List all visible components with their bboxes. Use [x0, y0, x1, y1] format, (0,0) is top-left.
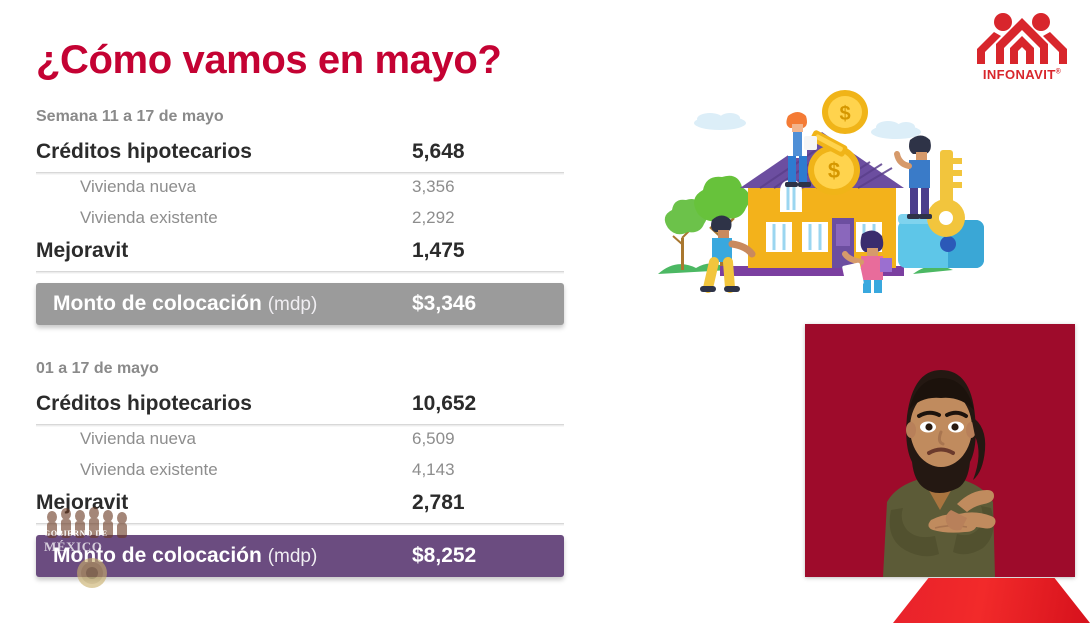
person-walking-left	[700, 215, 756, 293]
sign-language-interpreter-video[interactable]	[805, 324, 1075, 577]
row-label: Vivienda nueva	[80, 177, 196, 196]
row-value: 5,648	[412, 140, 465, 163]
person-on-roof	[785, 112, 817, 187]
house-base	[720, 266, 904, 276]
infonavit-wordmark: INFONAVIT®	[968, 67, 1076, 82]
metrics-table-month: Créditos hipotecarios 10,652 Vivienda nu…	[36, 392, 564, 577]
red-corner-graphic	[893, 578, 1090, 623]
row-label: Mejoravit	[36, 239, 129, 262]
row-separator	[36, 424, 564, 427]
coin-icon: $	[822, 90, 868, 134]
small-box	[880, 258, 892, 272]
report-block-week: Semana 11 a 17 de mayo Créditos hipoteca…	[36, 108, 564, 325]
period-label-month: 01 a 17 de mayo	[36, 360, 159, 377]
hand-right	[945, 490, 996, 531]
svg-text:$: $	[828, 158, 840, 183]
period-label-week: Semana 11 a 17 de mayo	[36, 108, 224, 125]
coin-icon	[810, 130, 848, 157]
total-unit: (mdp)	[267, 294, 318, 315]
house-window	[766, 222, 792, 252]
total-value: $3,346	[412, 292, 477, 315]
page-title: ¿Cómo vamos en mayo?	[36, 38, 502, 82]
housing-finance-illustration: $ $	[648, 88, 988, 293]
table-row: Vivienda existente 4,143	[36, 460, 564, 491]
table-row: Vivienda existente 2,292	[36, 208, 564, 239]
interpreter-figure	[805, 324, 1075, 577]
row-separator	[36, 523, 564, 526]
total-value: $8,252	[412, 544, 477, 567]
row-label: Créditos hipotecarios	[36, 140, 252, 163]
total-label: Monto de colocación (mdp)	[36, 544, 412, 568]
row-label: Vivienda nueva	[80, 429, 196, 448]
wordmark-text: INFONAVIT	[982, 67, 1056, 82]
person-near-door	[842, 230, 884, 293]
table-row: Créditos hipotecarios 10,652	[36, 392, 564, 423]
table-row: Vivienda nueva 6,509	[36, 429, 564, 460]
table-row: Mejoravit 2,781	[36, 491, 564, 522]
infonavit-figures-icon	[977, 13, 1067, 64]
report-block-month: 01 a 17 de mayo Créditos hipotecarios 10…	[36, 360, 564, 577]
total-bar-month: Monto de colocación (mdp) $8,252	[36, 535, 564, 577]
row-value: 1,475	[412, 239, 465, 262]
row-value: 10,652	[412, 392, 477, 415]
row-label: Vivienda existente	[80, 460, 218, 479]
row-value: 3,356	[412, 177, 455, 196]
infonavit-logo: INFONAVIT®	[968, 12, 1076, 84]
person-on-wallet	[894, 135, 932, 219]
cloud-icon	[694, 113, 921, 139]
house-window	[802, 222, 828, 252]
table-row: Créditos hipotecarios 5,648	[36, 140, 564, 171]
row-label: Mejoravit	[36, 491, 129, 514]
row-separator	[36, 271, 564, 274]
row-label: Créditos hipotecarios	[36, 392, 252, 415]
illustration-svg: $ $	[658, 90, 984, 293]
total-unit: (mdp)	[267, 546, 318, 567]
row-value: 4,143	[412, 460, 455, 479]
total-label: Monto de colocación (mdp)	[36, 292, 412, 316]
row-label: Vivienda existente	[80, 208, 218, 227]
row-value: 2,292	[412, 208, 455, 227]
row-separator	[36, 172, 564, 175]
coin-icon: $	[808, 145, 860, 195]
metrics-table-week: Créditos hipotecarios 5,648 Vivienda nue…	[36, 140, 564, 325]
svg-text:$: $	[839, 103, 850, 125]
table-row: Vivienda nueva 3,356	[36, 177, 564, 208]
key-icon	[927, 150, 965, 237]
row-value: 6,509	[412, 429, 455, 448]
total-label-text: Monto de colocación	[53, 544, 262, 567]
house-window	[780, 180, 802, 212]
table-row: Mejoravit 1,475	[36, 239, 564, 270]
registered-mark: ®	[1055, 68, 1062, 76]
total-label-text: Monto de colocación	[53, 292, 262, 315]
row-value: 2,781	[412, 491, 465, 514]
total-bar-week: Monto de colocación (mdp) $3,346	[36, 283, 564, 325]
